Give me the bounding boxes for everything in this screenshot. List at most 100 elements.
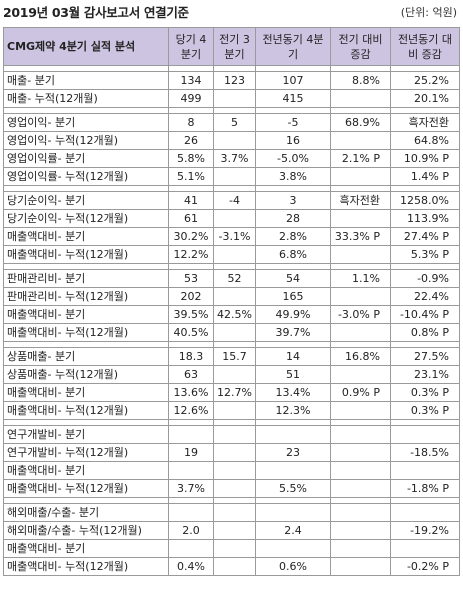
cell-qoq-change [330,503,391,522]
cell-prev-year: 16 [255,131,331,150]
cell-prev-year [255,425,331,444]
table-row: 매출액대비- 누적(12개월) 40.5% 39.7% 0.8% P [3,323,460,342]
table-row: 판매관리비- 누적(12개월) 202 165 22.4% [3,287,460,306]
cell-prev-quarter: -3.1% [213,227,256,246]
table-row: 연구개발비- 분기 [3,425,460,444]
cell-prev-year: 23 [255,443,331,462]
table-row: 매출액대비- 누적(12개월) 3.7% 5.5% -1.8% P [3,479,460,498]
cell-prev-quarter: 42.5% [213,305,256,324]
cell-yoy-change: 20.1% [390,89,460,108]
cell-current: 0.4% [168,557,214,576]
cell-current: 26 [168,131,214,150]
cell-yoy-change: 0.3% P [390,383,460,402]
cell-label: 매출액대비- 분기 [3,227,169,246]
unit-label: (단위: 억원) [400,6,457,19]
cell-current: 61 [168,209,214,228]
cell-qoq-change: 0.9% P [330,383,391,402]
cell-current: 30.2% [168,227,214,246]
header-company: CMG제약 4분기 실적 분석 [3,27,169,66]
table-row: 연구개발비- 누적(12개월) 19 23 -18.5% [3,443,460,462]
cell-yoy-change: -19.2% [390,521,460,540]
cell-prev-year [255,461,331,480]
table-row: 영업이익- 누적(12개월) 26 16 64.8% [3,131,460,150]
cell-label: 당기순이익- 분기 [3,191,169,210]
cell-label: 해외매출/수출- 분기 [3,503,169,522]
cell-label: 매출액대비- 분기 [3,539,169,558]
table-row: 당기순이익- 누적(12개월) 61 28 113.9% [3,209,460,228]
cell-current: 8 [168,113,214,132]
table-row: 상품매출- 분기 18.3 15.7 14 16.8% 27.5% [3,347,460,366]
cell-qoq-change [330,521,391,540]
cell-prev-year: 14 [255,347,331,366]
table-row: 상품매출- 누적(12개월) 63 51 23.1% [3,365,460,384]
cell-current: 499 [168,89,214,108]
cell-qoq-change [330,539,391,558]
cell-prev-year: 54 [255,269,331,288]
table-row: 영업이익률- 누적(12개월) 5.1% 3.8% 1.4% P [3,167,460,186]
cell-prev-quarter [213,461,256,480]
cell-label: 상품매출- 분기 [3,347,169,366]
table-row: 해외매출/수출- 누적(12개월) 2.0 2.4 -19.2% [3,521,460,540]
cell-qoq-change [330,425,391,444]
cell-label: 연구개발비- 분기 [3,425,169,444]
header-col-prev-year: 전년동기 4분기 [255,27,331,66]
cell-prev-quarter: 15.7 [213,347,256,366]
cell-yoy-change: 22.4% [390,287,460,306]
cell-prev-quarter: 5 [213,113,256,132]
cell-current [168,425,214,444]
table-row: 매출- 누적(12개월) 499 415 20.1% [3,89,460,108]
cell-yoy-change: 113.9% [390,209,460,228]
cell-current: 12.6% [168,401,214,420]
cell-current: 41 [168,191,214,210]
cell-label: 매출액대비- 분기 [3,383,169,402]
cell-current: 39.5% [168,305,214,324]
table-row: 해외매출/수출- 분기 [3,503,460,522]
cell-prev-year: 415 [255,89,331,108]
cell-prev-quarter [213,287,256,306]
cell-prev-year: 13.4% [255,383,331,402]
table-row: 매출액대비- 분기 30.2% -3.1% 2.8% 33.3% P 27.4% P [3,227,460,246]
cell-label: 매출액대비- 분기 [3,305,169,324]
cell-prev-quarter [213,209,256,228]
cell-prev-quarter [213,131,256,150]
cell-prev-year: 39.7% [255,323,331,342]
cell-prev-year: 5.5% [255,479,331,498]
cell-qoq-change [330,209,391,228]
cell-prev-year: 3.8% [255,167,331,186]
table-row: 매출- 분기 134 123 107 8.8% 25.2% [3,71,460,90]
cell-prev-quarter [213,539,256,558]
cell-qoq-change: -3.0% P [330,305,391,324]
cell-qoq-change: 8.8% [330,71,391,90]
cell-qoq-change [330,131,391,150]
cell-prev-year: 107 [255,71,331,90]
cell-yoy-change: 23.1% [390,365,460,384]
header-col-prev-quarter: 전기 3분기 [213,27,256,66]
cell-current: 18.3 [168,347,214,366]
cell-prev-year: 2.8% [255,227,331,246]
table-header-row: CMG제약 4분기 실적 분석 당기 4분기 전기 3분기 전년동기 4분기 전… [3,27,460,66]
cell-label: 매출액대비- 분기 [3,461,169,480]
cell-yoy-change: 0.8% P [390,323,460,342]
table-row: 영업이익률- 분기 5.8% 3.7% -5.0% 2.1% P 10.9% P [3,149,460,168]
cell-prev-quarter [213,245,256,264]
table-row: 영업이익- 분기 8 5 -5 68.9% 흑자전환 [3,113,460,132]
cell-prev-quarter: 123 [213,71,256,90]
cell-current: 2.0 [168,521,214,540]
cell-prev-quarter [213,365,256,384]
cell-label: 매출액대비- 누적(12개월) [3,479,169,498]
cell-current: 53 [168,269,214,288]
cell-yoy-change: -1.8% P [390,479,460,498]
report-title: 2019년 03월 감사보고서 연결기준 [3,5,189,20]
cell-label: 해외매출/수출- 누적(12개월) [3,521,169,540]
cell-label: 매출액대비- 누적(12개월) [3,557,169,576]
cell-current [168,539,214,558]
cell-yoy-change: 0.3% P [390,401,460,420]
cell-qoq-change: 1.1% [330,269,391,288]
cell-prev-quarter [213,503,256,522]
cell-label: 영업이익률- 누적(12개월) [3,167,169,186]
cell-yoy-change: 27.4% P [390,227,460,246]
cell-prev-year: -5 [255,113,331,132]
cell-qoq-change: 2.1% P [330,149,391,168]
cell-yoy-change: -10.4% P [390,305,460,324]
cell-current: 12.2% [168,245,214,264]
